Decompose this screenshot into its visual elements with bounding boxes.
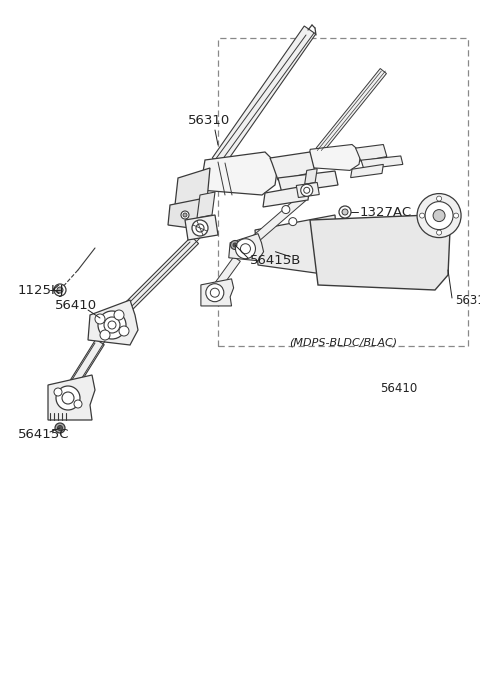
- Polygon shape: [296, 182, 319, 198]
- Circle shape: [433, 209, 445, 222]
- Circle shape: [437, 230, 442, 235]
- Polygon shape: [245, 194, 306, 249]
- Polygon shape: [213, 256, 240, 290]
- Circle shape: [233, 243, 237, 247]
- Circle shape: [54, 284, 66, 296]
- Polygon shape: [201, 279, 234, 306]
- Polygon shape: [310, 215, 450, 290]
- Circle shape: [437, 196, 442, 201]
- Circle shape: [183, 213, 187, 217]
- Text: (MDPS-BLDC/BLAC): (MDPS-BLDC/BLAC): [289, 337, 397, 347]
- Circle shape: [74, 400, 82, 408]
- Circle shape: [108, 321, 116, 329]
- Text: 56410: 56410: [380, 381, 417, 395]
- Circle shape: [304, 187, 310, 193]
- Polygon shape: [175, 168, 210, 205]
- Polygon shape: [350, 164, 384, 178]
- Circle shape: [339, 206, 351, 218]
- Text: 56415C: 56415C: [18, 428, 70, 442]
- Polygon shape: [168, 198, 210, 230]
- Polygon shape: [305, 169, 317, 184]
- Polygon shape: [66, 339, 104, 392]
- Circle shape: [425, 202, 453, 229]
- Polygon shape: [212, 26, 316, 166]
- Circle shape: [420, 213, 425, 218]
- Text: 56310: 56310: [188, 113, 230, 126]
- Polygon shape: [356, 144, 387, 162]
- Text: 56310: 56310: [455, 294, 480, 307]
- Circle shape: [62, 392, 74, 404]
- Text: 1125KJ: 1125KJ: [18, 283, 64, 296]
- Circle shape: [95, 314, 105, 324]
- Circle shape: [57, 287, 63, 293]
- Circle shape: [196, 224, 204, 232]
- Polygon shape: [48, 375, 95, 420]
- Circle shape: [98, 311, 126, 339]
- Circle shape: [342, 209, 348, 215]
- Circle shape: [282, 205, 290, 214]
- Polygon shape: [197, 192, 215, 218]
- Polygon shape: [307, 144, 361, 171]
- Circle shape: [58, 426, 62, 430]
- Polygon shape: [255, 215, 338, 275]
- Circle shape: [119, 326, 129, 336]
- Polygon shape: [229, 234, 264, 261]
- Circle shape: [206, 284, 224, 302]
- Circle shape: [54, 388, 62, 396]
- Polygon shape: [270, 152, 315, 180]
- Polygon shape: [111, 236, 199, 323]
- Circle shape: [55, 423, 65, 433]
- Polygon shape: [316, 68, 386, 153]
- Polygon shape: [185, 215, 218, 240]
- Polygon shape: [278, 171, 338, 193]
- Circle shape: [289, 218, 297, 226]
- Circle shape: [100, 330, 110, 340]
- Text: 56410: 56410: [55, 299, 97, 312]
- Circle shape: [181, 211, 189, 219]
- Text: 1327AC: 1327AC: [360, 205, 412, 218]
- Polygon shape: [88, 300, 138, 345]
- Bar: [218, 38, 468, 346]
- Circle shape: [236, 238, 255, 258]
- Circle shape: [114, 310, 124, 320]
- Circle shape: [192, 220, 208, 236]
- Circle shape: [104, 317, 120, 333]
- Circle shape: [230, 240, 240, 249]
- Circle shape: [301, 184, 313, 196]
- Circle shape: [454, 213, 458, 218]
- Circle shape: [240, 244, 251, 254]
- Polygon shape: [200, 152, 278, 195]
- Circle shape: [417, 193, 461, 238]
- Circle shape: [56, 386, 80, 410]
- Polygon shape: [263, 185, 310, 207]
- Circle shape: [210, 288, 219, 297]
- Polygon shape: [361, 156, 403, 169]
- Text: 56415B: 56415B: [250, 254, 301, 267]
- Circle shape: [189, 220, 195, 227]
